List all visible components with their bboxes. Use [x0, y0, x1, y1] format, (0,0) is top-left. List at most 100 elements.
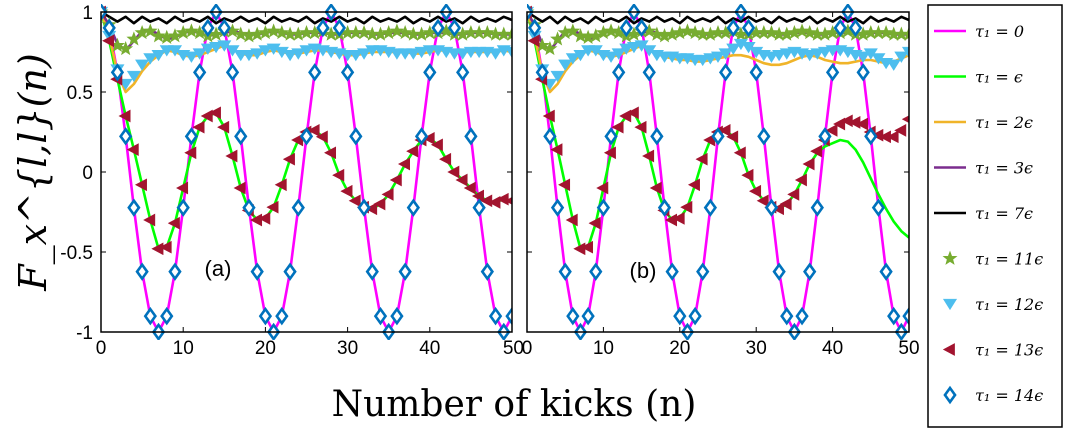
marker-a-2-12: [192, 120, 205, 134]
marker-b-3-11: [604, 127, 618, 146]
marker-a-2-33: [365, 202, 378, 216]
marker-b-3-32: [764, 198, 779, 217]
marker-b-3-4: [550, 198, 565, 217]
marker-b-2-10: [596, 181, 609, 195]
marker-a-3-37: [398, 262, 412, 281]
marker-a-3-27: [316, 18, 330, 38]
legend-swatch-5: [942, 250, 958, 265]
marker-a-3-16: [225, 63, 240, 82]
marker-a-2-30: [340, 184, 353, 198]
marker-a-1-24: [291, 48, 306, 60]
marker-b-1-32: [764, 51, 779, 63]
marker-b-1-23: [695, 54, 710, 67]
marker-b-3-30: [749, 63, 763, 82]
marker-a-3-20: [258, 306, 273, 326]
x-tick-label-b-3: 30: [746, 338, 767, 359]
marker-a-3-43: [447, 18, 462, 38]
marker-b-3-33: [772, 262, 786, 281]
marker-a-2-37: [397, 157, 410, 171]
y-tick-label-4: -1: [76, 323, 93, 344]
marker-b-2-15: [634, 120, 647, 134]
marker-a-1-14: [209, 42, 224, 54]
marker-b-0-17: [649, 26, 665, 41]
marker-a-2-23: [282, 152, 295, 166]
marker-b-3-26: [718, 63, 733, 82]
legend-item-6: τ₁ = 12ϵ: [942, 295, 1043, 314]
marker-a-1-18: [241, 50, 257, 62]
marker-b-2-28: [733, 146, 746, 160]
marker-b-1-49: [894, 51, 909, 63]
panel-label-a: (a): [205, 256, 232, 281]
marker-b-3-23: [696, 262, 710, 281]
marker-a-2-29: [332, 168, 345, 182]
plot-series-b: [527, 4, 909, 340]
marker-b-2-36: [794, 173, 807, 187]
x-tick-label-b-5: 50: [898, 338, 919, 359]
marker-a-0-47: [479, 24, 495, 40]
marker-a-2-4: [126, 143, 139, 156]
marker-b-0-37: [802, 24, 818, 40]
x-tick-label-a-2: 20: [255, 338, 276, 359]
marker-a-0-21: [266, 23, 282, 38]
marker-a-3-29: [332, 18, 347, 38]
marker-a-2-1: [102, 34, 115, 48]
marker-a-3-41: [431, 18, 445, 38]
marker-a-2-8: [159, 240, 172, 254]
marker-b-3-44: [856, 63, 870, 82]
x-tick-label-b-1: 10: [593, 338, 614, 359]
marker-b-3-39: [818, 127, 832, 146]
marker-b-0-36: [794, 23, 810, 38]
marker-a-1-31: [348, 50, 363, 62]
marker-b-1-7: [573, 50, 588, 62]
marker-b-2-29: [741, 168, 754, 182]
series-line-b-4: [527, 10, 909, 25]
marker-b-3-31: [757, 127, 771, 146]
marker-a-1-39: [414, 46, 429, 59]
legend: τ₁ = 0 τ₁ = ϵ τ₁ = 2ϵ τ₁ = 3ϵ τ₁ = 7ϵ τ₁ = 11…: [927, 4, 1063, 428]
marker-a-0-11: [183, 23, 199, 38]
marker-a-3-47: [480, 262, 494, 281]
marker-a-3-18: [242, 198, 256, 217]
x-tick-label-a-1: 10: [173, 338, 194, 359]
marker-a-3-10: [176, 198, 190, 217]
marker-b-2-33: [771, 202, 784, 216]
marker-a-3-36: [390, 306, 404, 326]
marker-b-1-37: [802, 50, 817, 62]
marker-a-3-48: [488, 306, 503, 326]
marker-a-2-45: [463, 181, 476, 195]
marker-a-3-5: [135, 262, 149, 281]
marker-a-1-6: [143, 53, 158, 65]
marker-a-1-4: [126, 70, 141, 83]
marker-a-3-22: [275, 306, 289, 326]
marker-b-2-14: [626, 106, 639, 120]
marker-a-0-7: [151, 28, 167, 43]
marker-a-2-50: [504, 197, 512, 205]
marker-a-3-33: [365, 262, 379, 281]
marker-b-2-20: [672, 212, 685, 225]
marker-a-3-15: [217, 18, 231, 38]
x-tick-label-b-0: 0: [522, 338, 533, 359]
marker-b-3-48: [887, 306, 901, 326]
marker-a-0-36: [389, 23, 405, 38]
marker-a-0-37: [397, 24, 413, 40]
marker-a-3-30: [340, 63, 355, 82]
legend-item-4: τ₁ = 7ϵ: [934, 204, 1033, 223]
y-tick-label-1: 0.5: [67, 83, 93, 104]
marker-b-2-17: [649, 181, 662, 195]
marker-a-2-11: [184, 146, 197, 160]
legend-label-6: τ₁ = 12ϵ: [975, 295, 1043, 314]
marker-a-1-50: [504, 46, 512, 59]
marker-b-2-12: [611, 120, 624, 134]
marker-a-3-26: [308, 63, 322, 82]
x-tick-label-a-3: 30: [337, 338, 358, 359]
marker-a-3-32: [357, 198, 371, 217]
marker-a-2-3: [118, 109, 131, 123]
marker-b-3-22: [688, 306, 702, 326]
marker-b-2-5: [558, 178, 571, 192]
marker-a-3-6: [143, 306, 157, 326]
legend-item-2: τ₁ = 2ϵ: [934, 113, 1033, 132]
legend-label-8: τ₁ = 14ϵ: [975, 386, 1043, 405]
marker-b-3-15: [634, 18, 649, 38]
panel-label-b: (b): [630, 258, 657, 283]
